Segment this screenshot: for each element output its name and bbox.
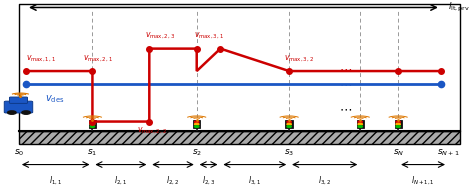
Bar bbox=[89, 120, 96, 128]
Circle shape bbox=[90, 123, 95, 125]
Bar bbox=[19, 131, 460, 144]
Circle shape bbox=[287, 126, 292, 127]
Text: $\cdots$: $\cdots$ bbox=[339, 63, 353, 76]
Text: $v_{\max,2,1}$: $v_{\max,2,1}$ bbox=[83, 53, 113, 64]
Circle shape bbox=[396, 121, 401, 123]
Text: $v_{\max,3,2}$: $v_{\max,3,2}$ bbox=[284, 53, 314, 64]
Bar bbox=[19, 7, 460, 131]
Bar bbox=[285, 120, 293, 128]
Circle shape bbox=[8, 111, 16, 114]
Text: $s_N$: $s_N$ bbox=[392, 148, 404, 158]
Text: $l_{3,1}$: $l_{3,1}$ bbox=[248, 175, 261, 187]
Text: $l_{1,1}$: $l_{1,1}$ bbox=[49, 175, 62, 187]
Text: $v_{\max,2,3}$: $v_{\max,2,3}$ bbox=[145, 31, 174, 41]
Bar bbox=[356, 120, 364, 128]
Circle shape bbox=[90, 121, 95, 123]
Bar bbox=[193, 120, 201, 128]
Text: $l_{2,2}$: $l_{2,2}$ bbox=[166, 175, 180, 187]
Bar bbox=[394, 120, 402, 128]
Text: $v_{\max,1,1}$: $v_{\max,1,1}$ bbox=[26, 53, 56, 64]
FancyBboxPatch shape bbox=[4, 101, 33, 113]
Circle shape bbox=[396, 126, 401, 127]
Circle shape bbox=[90, 126, 95, 127]
FancyBboxPatch shape bbox=[9, 97, 27, 103]
Text: $v_{\mathrm{des}}$: $v_{\mathrm{des}}$ bbox=[45, 93, 64, 105]
Text: $s_3$: $s_3$ bbox=[284, 148, 294, 158]
Text: $l_{N+1,1}$: $l_{N+1,1}$ bbox=[411, 175, 435, 187]
Text: $l_{\mathrm{lt,prv}}$: $l_{\mathrm{lt,prv}}$ bbox=[448, 1, 470, 14]
Circle shape bbox=[358, 126, 363, 127]
Circle shape bbox=[396, 123, 401, 125]
Circle shape bbox=[194, 126, 199, 127]
Text: $s_2$: $s_2$ bbox=[191, 148, 202, 158]
Circle shape bbox=[358, 121, 363, 123]
Text: $\cdots$: $\cdots$ bbox=[339, 78, 353, 91]
Circle shape bbox=[194, 121, 199, 123]
Text: $v_{\max,3,1}$: $v_{\max,3,1}$ bbox=[194, 31, 224, 41]
Text: $s_{N+1}$: $s_{N+1}$ bbox=[437, 148, 459, 158]
Text: $v_{\max,2,2}$: $v_{\max,2,2}$ bbox=[137, 125, 167, 136]
Circle shape bbox=[194, 123, 199, 125]
Text: $l_{3,2}$: $l_{3,2}$ bbox=[318, 175, 331, 187]
Text: $s_1$: $s_1$ bbox=[87, 148, 98, 158]
Text: $l_{2,3}$: $l_{2,3}$ bbox=[202, 175, 215, 187]
Circle shape bbox=[287, 121, 292, 123]
Text: $s_0$: $s_0$ bbox=[14, 148, 24, 158]
Circle shape bbox=[358, 123, 363, 125]
Circle shape bbox=[287, 123, 292, 125]
Text: $l_{2,1}$: $l_{2,1}$ bbox=[114, 175, 128, 187]
Text: $\cdots$: $\cdots$ bbox=[339, 102, 353, 115]
Circle shape bbox=[22, 111, 30, 114]
